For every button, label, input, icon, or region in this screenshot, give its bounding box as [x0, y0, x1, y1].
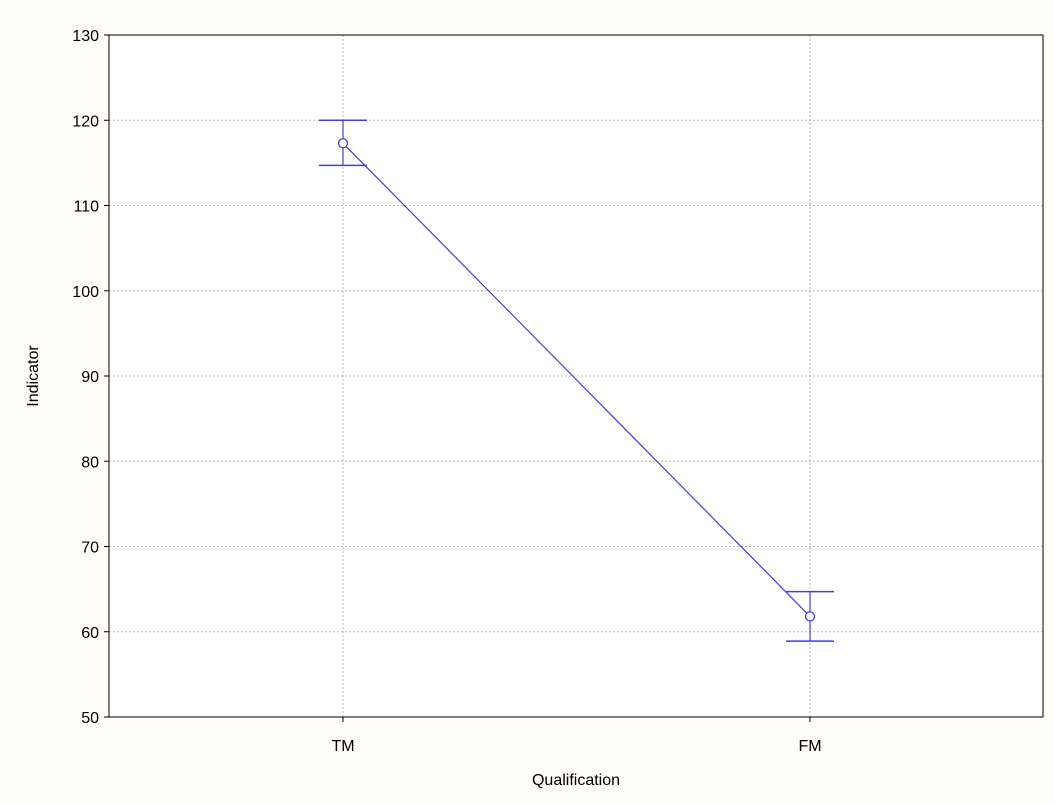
y-tick-label: 70 — [81, 540, 99, 557]
x-axis-label: Qualification — [532, 772, 620, 789]
y-tick-label: 130 — [72, 28, 99, 45]
y-axis-label: Indicator — [25, 345, 42, 407]
plot-area — [109, 35, 1043, 717]
ticks-layer: 50 60 70 80 90 100 110 120 130 TM FM — [72, 28, 821, 755]
data-point — [337, 138, 349, 149]
series-line — [342, 142, 811, 617]
y-tick-label: 60 — [81, 625, 99, 642]
y-tick-label: 90 — [81, 369, 99, 386]
y-tick-label: 80 — [81, 454, 99, 471]
y-tick-label: 100 — [72, 284, 99, 301]
x-tick-label: TM — [331, 738, 354, 755]
data-point — [804, 611, 816, 622]
x-tick-label: FM — [798, 738, 821, 755]
series-layer — [319, 119, 834, 642]
y-tick-label: 120 — [72, 113, 99, 130]
y-tick-label: 110 — [73, 199, 99, 216]
y-tick-label: 50 — [81, 710, 99, 727]
